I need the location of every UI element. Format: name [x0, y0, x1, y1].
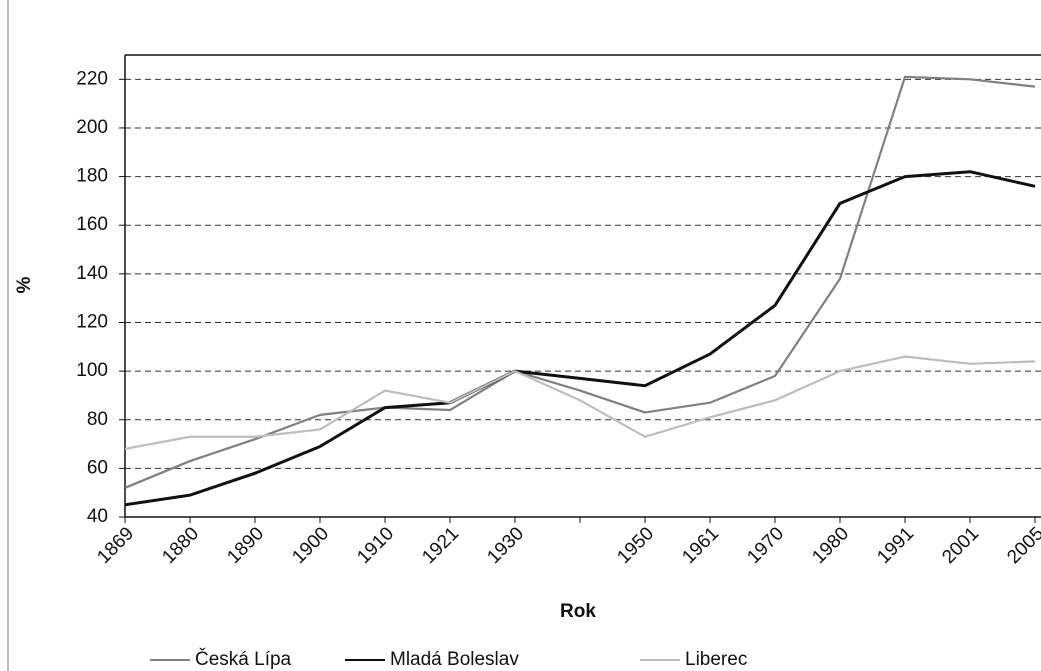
x-tick-label: 1910 — [353, 523, 398, 568]
series-line — [124, 355, 1036, 450]
y-tick-label: 220 — [76, 68, 108, 89]
x-tick-label: 1970 — [743, 523, 788, 568]
y-tick-label: 140 — [76, 263, 108, 284]
x-axis-label: Rok — [560, 601, 596, 622]
y-tick-label: 40 — [87, 506, 108, 527]
x-tick-label: 2005 — [1003, 523, 1041, 568]
x-tick-label: 1900 — [288, 523, 333, 568]
y-tick-label: 200 — [76, 117, 108, 138]
x-tick-label: 1961 — [678, 523, 723, 568]
x-tick-label: 1869 — [93, 523, 138, 568]
x-tick-label: 1921 — [418, 523, 463, 568]
x-tick-label: 1991 — [873, 523, 918, 568]
series-line — [124, 75, 1036, 489]
x-tick-label: 1980 — [808, 523, 853, 568]
y-axis-label: % — [14, 276, 35, 293]
x-tick-label: 2001 — [938, 523, 983, 568]
y-tick-label: 120 — [76, 311, 108, 332]
x-tick-label: 1930 — [483, 523, 528, 568]
x-tick-label: 1880 — [158, 523, 203, 568]
x-tick-label: 1890 — [223, 523, 268, 568]
legend-label: Liberec — [685, 649, 747, 670]
y-tick-label: 100 — [76, 360, 108, 381]
y-tick-label: 160 — [76, 214, 108, 235]
y-tick-label: 180 — [76, 166, 108, 187]
series-line — [124, 170, 1036, 507]
legend-label: Česká Lípa — [195, 648, 292, 670]
legend-label: Mladá Boleslav — [390, 649, 519, 670]
y-tick-label: 80 — [87, 409, 108, 430]
y-tick-label: 60 — [87, 457, 108, 478]
x-tick-label: 1950 — [613, 523, 658, 568]
